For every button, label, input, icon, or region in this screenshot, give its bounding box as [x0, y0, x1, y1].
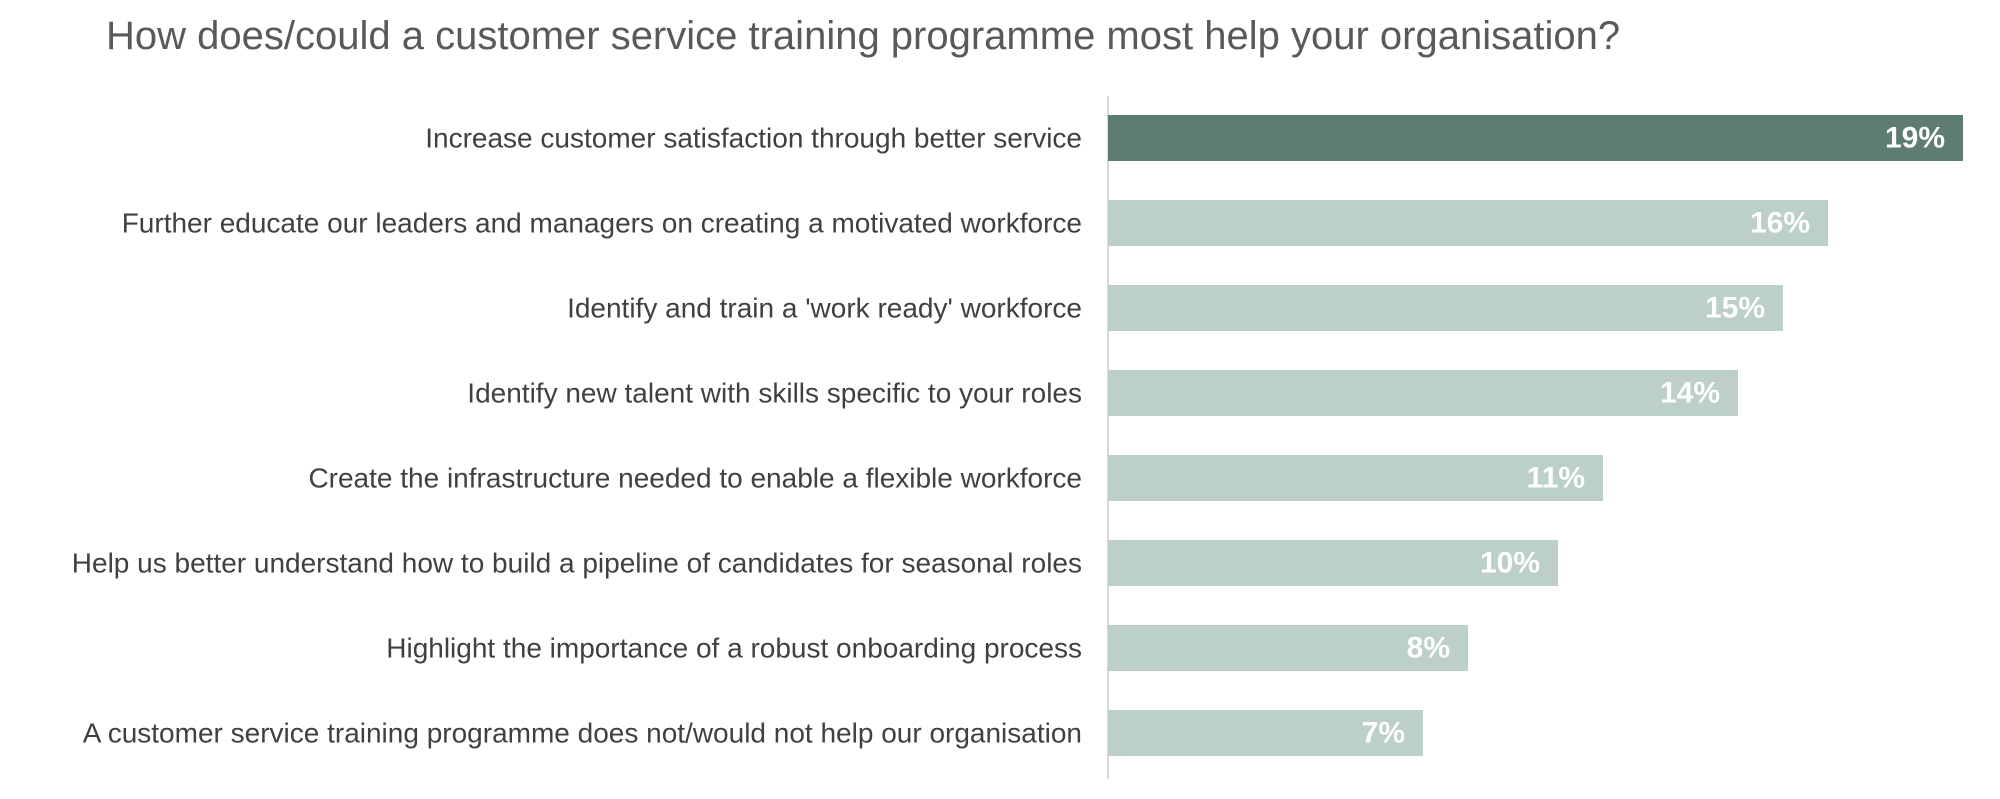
data-label: 11% — [1527, 462, 1585, 495]
data-label: 8% — [1407, 632, 1450, 665]
category-label: Help us better understand how to build a… — [72, 548, 1082, 579]
category-label: A customer service training programme do… — [83, 718, 1082, 749]
category-label: Create the infrastructure needed to enab… — [308, 463, 1082, 494]
data-label: 16% — [1750, 207, 1810, 240]
category-label: Highlight the importance of a robust onb… — [386, 633, 1082, 664]
category-label: Identify and train a 'work ready' workfo… — [567, 293, 1082, 324]
bar — [1108, 370, 1738, 416]
bar — [1108, 710, 1423, 756]
category-label: Further educate our leaders and managers… — [122, 208, 1082, 239]
data-label: 15% — [1705, 292, 1765, 325]
bar — [1108, 455, 1603, 501]
bar — [1108, 200, 1828, 246]
bar — [1108, 115, 1963, 161]
data-label: 7% — [1362, 717, 1405, 750]
bar — [1108, 625, 1468, 671]
data-label: 10% — [1480, 547, 1540, 580]
bar — [1108, 540, 1558, 586]
category-label: Increase customer satisfaction through b… — [425, 123, 1082, 154]
bar — [1108, 285, 1783, 331]
data-label: 19% — [1885, 122, 1945, 155]
chart-title: How does/could a customer service traini… — [106, 14, 1621, 58]
category-label: Identify new talent with skills specific… — [467, 378, 1082, 409]
data-label: 14% — [1660, 377, 1720, 410]
